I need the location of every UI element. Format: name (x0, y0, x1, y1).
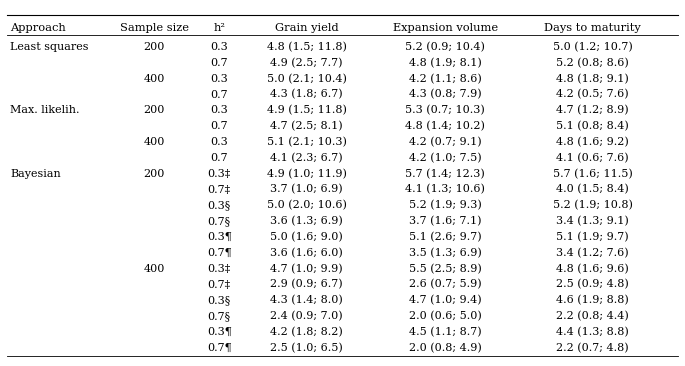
Text: 4.8 (1.5; 11.8): 4.8 (1.5; 11.8) (266, 42, 347, 52)
Text: h²: h² (213, 23, 225, 33)
Text: 5.7 (1.6; 11.5): 5.7 (1.6; 11.5) (553, 169, 632, 179)
Text: Days to maturity: Days to maturity (544, 23, 641, 33)
Text: 5.2 (0.9; 10.4): 5.2 (0.9; 10.4) (406, 42, 485, 52)
Text: 4.8 (1.6; 9.6): 4.8 (1.6; 9.6) (556, 264, 629, 274)
Text: 4.7 (2.5; 8.1): 4.7 (2.5; 8.1) (270, 121, 343, 131)
Text: 0.3‡: 0.3‡ (208, 264, 231, 274)
Text: 5.1 (0.8; 8.4): 5.1 (0.8; 8.4) (556, 121, 629, 131)
Text: 0.3: 0.3 (210, 42, 228, 52)
Text: 5.0 (2.0; 10.6): 5.0 (2.0; 10.6) (266, 200, 347, 210)
Text: 0.7§: 0.7§ (208, 216, 231, 226)
Text: 3.7 (1.6; 7.1): 3.7 (1.6; 7.1) (409, 216, 482, 227)
Text: 4.4 (1.3; 8.8): 4.4 (1.3; 8.8) (556, 327, 629, 337)
Text: 5.2 (1.9; 10.8): 5.2 (1.9; 10.8) (553, 200, 632, 210)
Text: 0.7¶: 0.7¶ (207, 343, 232, 353)
Text: 4.8 (1.9; 8.1): 4.8 (1.9; 8.1) (409, 58, 482, 68)
Text: 5.1 (2.6; 9.7): 5.1 (2.6; 9.7) (409, 232, 482, 242)
Text: 0.7‡: 0.7‡ (208, 184, 231, 195)
Text: 5.1 (1.9; 9.7): 5.1 (1.9; 9.7) (556, 232, 629, 242)
Text: 3.6 (1.3; 6.9): 3.6 (1.3; 6.9) (270, 216, 343, 227)
Text: 3.4 (1.2; 7.6): 3.4 (1.2; 7.6) (556, 248, 629, 258)
Text: 4.2 (1.8; 8.2): 4.2 (1.8; 8.2) (270, 327, 343, 337)
Text: 5.2 (1.9; 9.3): 5.2 (1.9; 9.3) (409, 200, 482, 210)
Text: 0.3‡: 0.3‡ (208, 169, 231, 179)
Text: 0.3: 0.3 (210, 105, 228, 115)
Text: 0.7: 0.7 (210, 153, 228, 163)
Text: 4.1 (0.6; 7.6): 4.1 (0.6; 7.6) (556, 153, 629, 163)
Text: 5.1 (2.1; 10.3): 5.1 (2.1; 10.3) (266, 137, 347, 147)
Text: 4.9 (2.5; 7.7): 4.9 (2.5; 7.7) (271, 58, 342, 68)
Text: 5.2 (0.8; 8.6): 5.2 (0.8; 8.6) (556, 58, 629, 68)
Text: 0.7: 0.7 (210, 121, 228, 131)
Text: 4.2 (1.0; 7.5): 4.2 (1.0; 7.5) (409, 153, 482, 163)
Text: 5.0 (1.2; 10.7): 5.0 (1.2; 10.7) (553, 42, 632, 52)
Text: 4.9 (1.0; 11.9): 4.9 (1.0; 11.9) (266, 169, 347, 179)
Text: 400: 400 (143, 137, 165, 147)
Text: 0.7: 0.7 (210, 58, 228, 68)
Text: 4.3 (0.8; 7.9): 4.3 (0.8; 7.9) (409, 89, 482, 100)
Text: 200: 200 (143, 42, 165, 52)
Text: 3.7 (1.0; 6.9): 3.7 (1.0; 6.9) (270, 184, 343, 195)
Text: 0.7§: 0.7§ (208, 311, 231, 321)
Text: Max. likelih.: Max. likelih. (10, 105, 79, 115)
Text: Bayesian: Bayesian (10, 169, 61, 179)
Text: 5.3 (0.7; 10.3): 5.3 (0.7; 10.3) (406, 105, 485, 116)
Text: 4.2 (1.1; 8.6): 4.2 (1.1; 8.6) (409, 74, 482, 84)
Text: 200: 200 (143, 105, 165, 115)
Text: 5.7 (1.4; 12.3): 5.7 (1.4; 12.3) (406, 169, 485, 179)
Text: 200: 200 (143, 169, 165, 179)
Text: 5.0 (2.1; 10.4): 5.0 (2.1; 10.4) (266, 74, 347, 84)
Text: 0.3§: 0.3§ (208, 201, 231, 210)
Text: 3.4 (1.3; 9.1): 3.4 (1.3; 9.1) (556, 216, 629, 227)
Text: 2.5 (0.9; 4.8): 2.5 (0.9; 4.8) (556, 279, 629, 290)
Text: 0.3: 0.3 (210, 74, 228, 84)
Text: 0.7¶: 0.7¶ (207, 248, 232, 258)
Text: 5.0 (1.6; 9.0): 5.0 (1.6; 9.0) (270, 232, 343, 242)
Text: 4.7 (1.0; 9.4): 4.7 (1.0; 9.4) (409, 295, 482, 306)
Text: 4.2 (0.5; 7.6): 4.2 (0.5; 7.6) (556, 89, 629, 100)
Text: 0.7: 0.7 (210, 90, 228, 100)
Text: Approach: Approach (10, 23, 66, 33)
Text: 3.5 (1.3; 6.9): 3.5 (1.3; 6.9) (409, 248, 482, 258)
Text: 0.7‡: 0.7‡ (208, 280, 231, 290)
Text: 2.0 (0.8; 4.9): 2.0 (0.8; 4.9) (409, 343, 482, 353)
Text: 4.3 (1.8; 6.7): 4.3 (1.8; 6.7) (270, 89, 343, 100)
Text: 4.3 (1.4; 8.0): 4.3 (1.4; 8.0) (270, 295, 343, 306)
Text: 2.9 (0.9; 6.7): 2.9 (0.9; 6.7) (270, 279, 343, 290)
Text: Grain yield: Grain yield (275, 23, 338, 33)
Text: 4.5 (1.1; 8.7): 4.5 (1.1; 8.7) (409, 327, 482, 337)
Text: 4.7 (1.2; 8.9): 4.7 (1.2; 8.9) (556, 105, 629, 116)
Text: 4.8 (1.4; 10.2): 4.8 (1.4; 10.2) (406, 121, 485, 131)
Text: Sample size: Sample size (120, 23, 188, 33)
Text: 4.0 (1.5; 8.4): 4.0 (1.5; 8.4) (556, 184, 629, 195)
Text: 0.3: 0.3 (210, 137, 228, 147)
Text: 4.1 (2.3; 6.7): 4.1 (2.3; 6.7) (270, 153, 343, 163)
Text: 4.6 (1.9; 8.8): 4.6 (1.9; 8.8) (556, 295, 629, 306)
Text: 0.3§: 0.3§ (208, 295, 231, 305)
Text: 2.5 (1.0; 6.5): 2.5 (1.0; 6.5) (270, 343, 343, 353)
Text: 4.7 (1.0; 9.9): 4.7 (1.0; 9.9) (270, 264, 343, 274)
Text: 0.3¶: 0.3¶ (207, 232, 232, 242)
Text: 4.2 (0.7; 9.1): 4.2 (0.7; 9.1) (409, 137, 482, 147)
Text: 4.8 (1.6; 9.2): 4.8 (1.6; 9.2) (556, 137, 629, 147)
Text: 2.4 (0.9; 7.0): 2.4 (0.9; 7.0) (270, 311, 343, 321)
Text: 4.9 (1.5; 11.8): 4.9 (1.5; 11.8) (266, 105, 347, 116)
Text: Least squares: Least squares (10, 42, 89, 52)
Text: 4.8 (1.8; 9.1): 4.8 (1.8; 9.1) (556, 74, 629, 84)
Text: Expansion volume: Expansion volume (393, 23, 498, 33)
Text: 4.1 (1.3; 10.6): 4.1 (1.3; 10.6) (406, 184, 485, 195)
Text: 2.2 (0.8; 4.4): 2.2 (0.8; 4.4) (556, 311, 629, 321)
Text: 2.2 (0.7; 4.8): 2.2 (0.7; 4.8) (556, 343, 629, 353)
Text: 400: 400 (143, 74, 165, 84)
Text: 3.6 (1.6; 6.0): 3.6 (1.6; 6.0) (270, 248, 343, 258)
Text: 2.0 (0.6; 5.0): 2.0 (0.6; 5.0) (409, 311, 482, 321)
Text: 2.6 (0.7; 5.9): 2.6 (0.7; 5.9) (409, 279, 482, 290)
Text: 0.3¶: 0.3¶ (207, 327, 232, 337)
Text: 400: 400 (143, 264, 165, 274)
Text: 5.5 (2.5; 8.9): 5.5 (2.5; 8.9) (409, 264, 482, 274)
